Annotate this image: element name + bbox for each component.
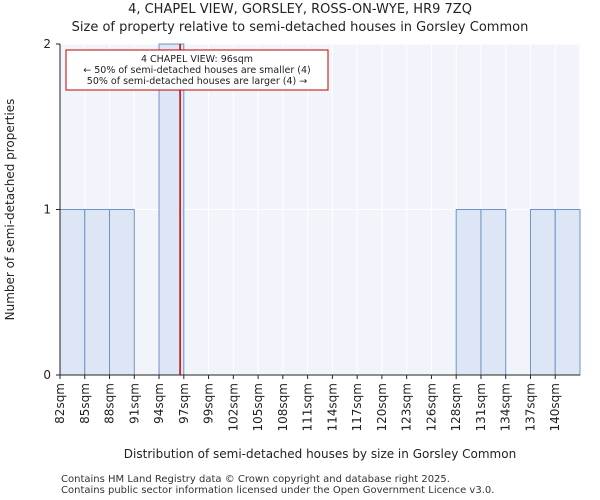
y-tick-label: 0 — [43, 368, 51, 382]
x-tick-label: 131sqm — [474, 383, 488, 431]
chart-title: 4, CHAPEL VIEW, GORSLEY, ROSS-ON-WYE, HR… — [128, 2, 472, 17]
annotation-line: ← 50% of semi-detached houses are smalle… — [83, 65, 311, 76]
x-tick-label: 111sqm — [301, 383, 315, 431]
y-tick-label: 2 — [43, 37, 51, 51]
x-tick-label: 94sqm — [152, 383, 166, 424]
chart-subtitle: Size of property relative to semi-detach… — [71, 20, 529, 35]
annotation-line: 50% of semi-detached houses are larger (… — [87, 76, 307, 87]
x-tick-label: 99sqm — [202, 383, 216, 424]
y-tick-label: 1 — [43, 203, 51, 217]
bar-chart: 0 1 2 82sqm 85sqm 88sqm 91sqm 94sqm 97sqm 99sqm 10… — [3, 37, 581, 461]
bar — [109, 209, 135, 376]
bar — [480, 209, 507, 376]
annotation-box — [65, 49, 329, 91]
x-tick-label: 82sqm — [53, 383, 67, 424]
x-tick-label: 120sqm — [375, 383, 389, 431]
y-axis-label: Number of semi-detached properties — [3, 99, 17, 321]
x-tick-label: 85sqm — [78, 383, 92, 424]
x-tick-label: 102sqm — [226, 383, 240, 431]
x-tick-label: 88sqm — [103, 383, 117, 424]
x-tick-label: 114sqm — [325, 383, 339, 431]
bar — [84, 209, 111, 376]
x-tick-label: 97sqm — [177, 383, 191, 424]
x-tick-label: 117sqm — [350, 383, 364, 431]
x-tick-label: 105sqm — [251, 383, 265, 431]
annotation-line: 4 CHAPEL VIEW: 96sqm — [141, 54, 253, 65]
bar — [529, 209, 556, 376]
bar — [59, 209, 86, 376]
x-axis-label: Distribution of semi-detached houses by … — [124, 447, 516, 461]
bar — [554, 209, 581, 376]
x-tick-label: 91sqm — [127, 383, 141, 424]
x-tick-label: 137sqm — [523, 383, 537, 431]
x-tick-label: 128sqm — [449, 383, 463, 431]
x-tick-label: 134sqm — [499, 383, 513, 431]
footer-licence: Contains public sector information licen… — [61, 485, 495, 496]
x-tick-label: 126sqm — [424, 383, 438, 431]
footer-copyright: Contains HM Land Registry data © Crown c… — [61, 474, 450, 485]
bar — [455, 209, 482, 376]
x-tick-label: 108sqm — [276, 383, 290, 431]
x-tick-label: 123sqm — [400, 383, 414, 431]
x-tick-label: 140sqm — [548, 383, 562, 431]
